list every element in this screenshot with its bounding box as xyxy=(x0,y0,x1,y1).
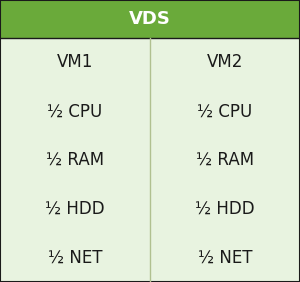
Text: ½ NET: ½ NET xyxy=(198,249,252,266)
Text: VM1: VM1 xyxy=(57,54,93,71)
Text: ½ RAM: ½ RAM xyxy=(196,151,254,169)
Text: ½ HDD: ½ HDD xyxy=(45,200,105,218)
Bar xyxy=(0,38,300,282)
Text: ½ RAM: ½ RAM xyxy=(46,151,104,169)
Text: ½ CPU: ½ CPU xyxy=(47,102,103,120)
Text: ½ NET: ½ NET xyxy=(48,249,102,266)
Text: VDS: VDS xyxy=(129,10,171,28)
Text: ½ CPU: ½ CPU xyxy=(197,102,253,120)
Bar xyxy=(0,0,300,38)
Text: VM2: VM2 xyxy=(207,54,243,71)
Text: ½ HDD: ½ HDD xyxy=(195,200,255,218)
